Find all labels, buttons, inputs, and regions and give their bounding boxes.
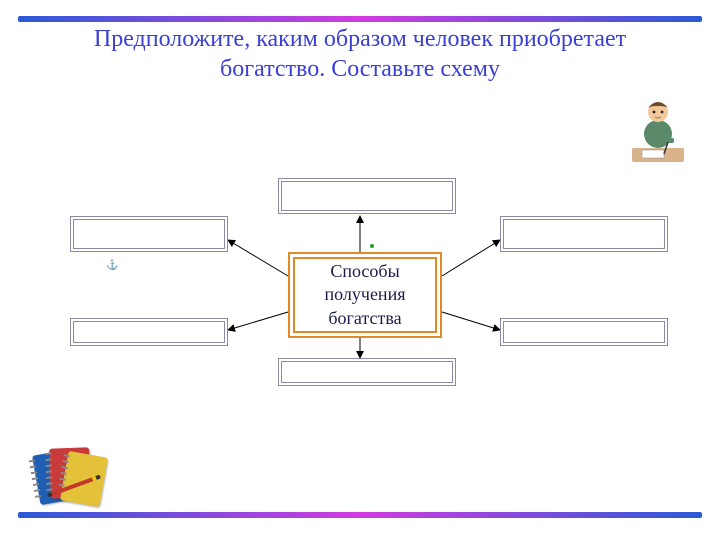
notebooks-icon bbox=[36, 446, 108, 506]
central-label: Способы получения богатства bbox=[305, 260, 425, 330]
page-title: Предположите, каким образом человек прио… bbox=[60, 24, 660, 84]
diagram-outer-node-bottom bbox=[278, 358, 456, 386]
diagram-outer-node-right-lower bbox=[500, 318, 668, 346]
diagram-outer-node-left-lower bbox=[70, 318, 228, 346]
person-writing-icon bbox=[628, 98, 688, 168]
frame-accent-bottom bbox=[18, 512, 702, 518]
green-dot-icon bbox=[370, 244, 374, 248]
diagram-central-node: Способы получения богатства bbox=[288, 252, 442, 338]
diagram-outer-node-left-upper bbox=[70, 216, 228, 252]
diagram-outer-node-top bbox=[278, 178, 456, 214]
frame-accent-top bbox=[18, 16, 702, 22]
anchor-icon: ⚓ bbox=[106, 260, 118, 271]
diagram-outer-node-right-upper bbox=[500, 216, 668, 252]
